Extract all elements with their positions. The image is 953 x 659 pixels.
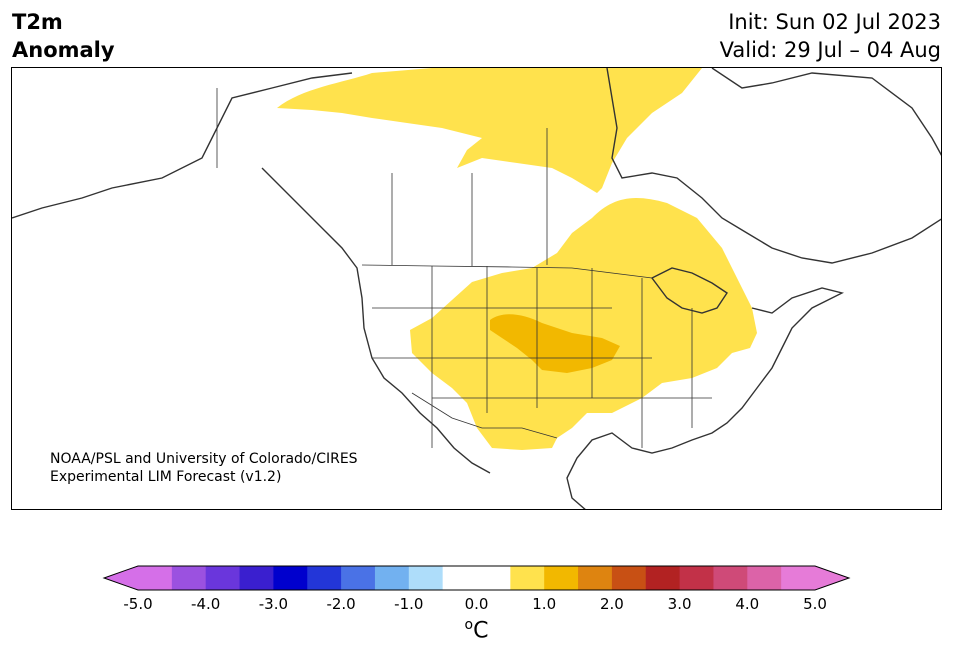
colorbar-band xyxy=(307,566,342,590)
colorbar-tick-label: 0.0 xyxy=(465,595,489,613)
map-title: T2m Anomaly xyxy=(12,8,115,64)
colorbar-outline xyxy=(102,565,851,591)
colorbar-band xyxy=(442,566,511,590)
unit-symbol: C xyxy=(473,618,489,644)
colorbar-band xyxy=(273,566,308,590)
colorbar-band xyxy=(205,566,241,590)
colorbar-extend-low xyxy=(104,566,138,590)
colorbar-band xyxy=(341,566,376,590)
unit-superscript: o xyxy=(464,617,474,633)
title-line-2: Anomaly xyxy=(12,38,115,62)
colorbar-tick-label: -3.0 xyxy=(259,595,288,613)
colorbar-tick-label: 1.0 xyxy=(532,595,556,613)
credit-line-1: NOAA/PSL and University of Colorado/CIRE… xyxy=(50,451,358,467)
anomaly-map xyxy=(12,68,941,509)
map-panel: NOAA/PSL and University of Colorado/CIRE… xyxy=(11,67,942,510)
us-mexico-border xyxy=(411,392,558,439)
colorbar-tick-label: -2.0 xyxy=(326,595,355,613)
colorbar-band xyxy=(510,566,545,590)
colorbar-tick-label: 4.0 xyxy=(735,595,759,613)
colorbar-tick-label: 3.0 xyxy=(668,595,692,613)
hudson-labrador-coast xyxy=(606,68,941,264)
init-date: Init: Sun 02 Jul 2023 xyxy=(728,10,941,34)
colorbar-tick-label: 2.0 xyxy=(600,595,624,613)
colorbar: -5.0 -4.0 -3.0 -2.0 -1.0 0.0 1.0 2.0 3.0 4.0 5.0 xyxy=(102,565,851,613)
alaska-coast xyxy=(12,72,353,219)
colorbar-tick-label: -1.0 xyxy=(394,595,423,613)
valid-date: Valid: 29 Jul – 04 Aug xyxy=(719,38,941,62)
colorbar-band xyxy=(138,566,173,590)
us-canada-border xyxy=(361,264,653,279)
colorbar-tick-label: 5.0 xyxy=(803,595,827,613)
colorbar-band xyxy=(679,566,714,590)
colorbar-extend-high xyxy=(815,566,849,590)
atlantic-gulf-coast xyxy=(566,287,845,509)
colorbar-tick-label: -4.0 xyxy=(191,595,220,613)
great-lakes xyxy=(650,267,728,314)
colorbar-band xyxy=(781,566,816,590)
us-state-borders xyxy=(372,266,712,448)
pacific-coast xyxy=(261,167,491,474)
colorbar-band xyxy=(374,566,410,590)
arctic-warm-region xyxy=(277,68,702,193)
colorbar-band xyxy=(611,566,647,590)
political-boundaries xyxy=(216,88,712,448)
colorbar-band xyxy=(645,566,681,590)
greenland-coast xyxy=(711,68,941,156)
colorbar-band xyxy=(171,566,207,590)
colorbar-ticks: -5.0 -4.0 -3.0 -2.0 -1.0 0.0 1.0 2.0 3.0 4.0 5.0 xyxy=(123,595,827,613)
colorbar-tick-label: -5.0 xyxy=(123,595,152,613)
colorbar-band xyxy=(578,566,613,590)
coastlines xyxy=(12,68,941,509)
canadian-province-borders xyxy=(391,128,548,266)
colorbar-band xyxy=(713,566,748,590)
colorbar-band xyxy=(408,566,444,590)
colorbar-band xyxy=(544,566,579,590)
credit-text: NOAA/PSL and University of Colorado/CIRE… xyxy=(50,450,358,486)
anomaly-fill-weak xyxy=(277,68,757,450)
forecast-dates: Init: Sun 02 Jul 2023 Valid: 29 Jul – 04… xyxy=(720,8,941,64)
colorbar-band xyxy=(747,566,782,590)
colorbar-unit: oC xyxy=(0,617,953,643)
colorbar-band xyxy=(239,566,274,590)
colorbar-bands xyxy=(102,565,851,591)
credit-line-2: Experimental LIM Forecast (v1.2) xyxy=(50,469,282,485)
central-warm-region xyxy=(410,198,757,450)
title-line-1: T2m xyxy=(12,10,63,34)
